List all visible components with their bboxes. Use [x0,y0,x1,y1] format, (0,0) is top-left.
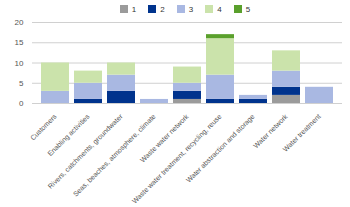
html-text:3: 3 [188,4,194,14]
svg-text:Water abstraction and storage: Water abstraction and storage [185,113,257,185]
svg-text:Water treatment: Water treatment [282,113,322,153]
svg-text:5: 5 [19,79,24,88]
html-text:4: 4 [217,4,222,14]
svg-text:Rivers, catchments, groundwate: Rivers, catchments, groundwater [46,112,124,190]
svg-text:Waste water network: Waste water network [138,112,190,164]
svg-text:Seas, beaches, atmosphere, cli: Seas, beaches, atmosphere, climate [71,112,157,198]
html-text:2: 2 [160,4,165,14]
svg-text:20: 20 [15,18,24,27]
svg-text:Waste water treatment, recycli: Waste water treatment, recycling, reuse [130,112,223,205]
svg-text:Water network: Water network [252,112,289,149]
svg-text:0: 0 [19,99,24,108]
svg-text:10: 10 [15,59,24,68]
svg-text:Enabling activities: Enabling activities [46,112,91,158]
svg-text:15: 15 [15,38,24,47]
svg-text:Customers: Customers [29,112,58,141]
html-text:5: 5 [245,4,251,14]
html-text:1: 1 [131,4,137,14]
